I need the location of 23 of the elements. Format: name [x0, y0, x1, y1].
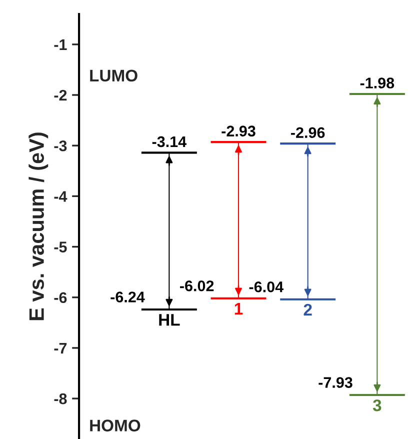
annotation: -6.24 — [110, 292, 145, 302]
annotation: -7.93 — [318, 377, 352, 388]
annotation: -6.04 — [249, 281, 284, 292]
y-tick-label: -7 — [54, 342, 67, 354]
x-tick-label: 1 — [234, 303, 243, 314]
y-tick-label: -8 — [54, 393, 67, 404]
y-tick-label: -3 — [54, 140, 67, 152]
y-tick-label: -4 — [54, 191, 68, 202]
y-tick-label: -5 — [54, 242, 67, 252]
annotation: -2.96 — [291, 127, 325, 138]
x-tick-label: 2 — [304, 304, 312, 316]
y-tick-label: -2 — [54, 90, 67, 101]
x-tick-label: HL — [159, 314, 180, 326]
annotation: -2.93 — [222, 126, 256, 137]
annotation: HOMO — [90, 420, 140, 432]
x-tick-label: 3 — [372, 399, 382, 412]
annotation: -3.14 — [152, 136, 187, 148]
annotation: -6.02 — [180, 280, 214, 292]
annotation: LUMO — [90, 70, 138, 82]
y-axis-title: E vs. vacuum / (eV) — [28, 132, 48, 320]
y-tick-label: -1 — [54, 39, 67, 50]
y-tick-label: -6 — [54, 292, 67, 304]
annotation: -1.98 — [360, 78, 394, 88]
